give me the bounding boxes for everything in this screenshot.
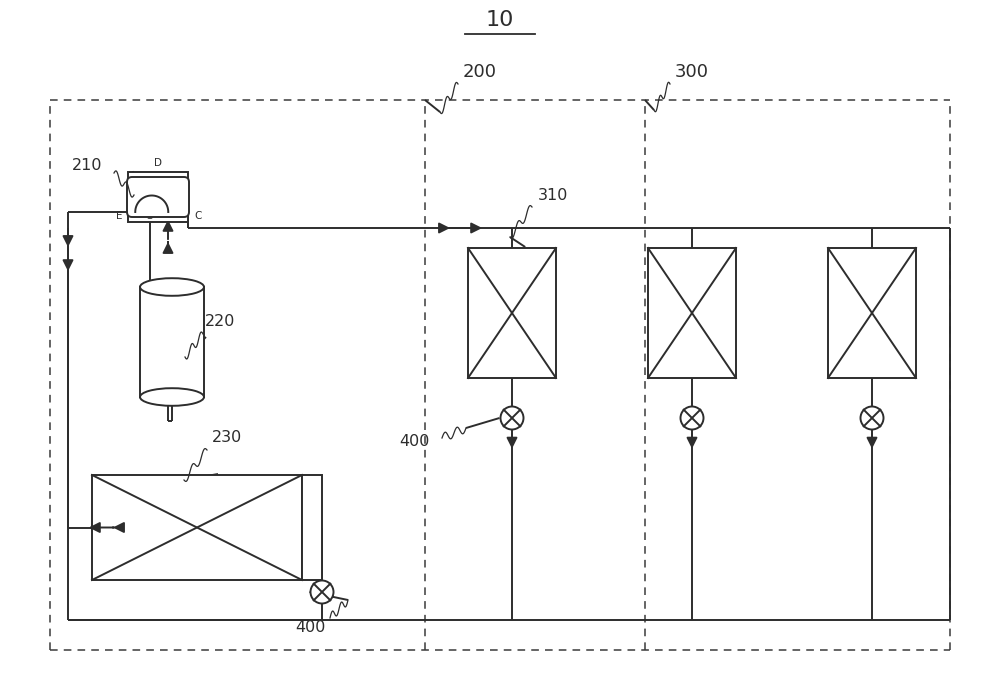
- Bar: [92, 475, 302, 580]
- Text: 200: 200: [463, 63, 497, 81]
- Text: 400: 400: [400, 435, 430, 449]
- Text: 310: 310: [538, 188, 568, 202]
- Text: C: C: [194, 211, 201, 221]
- Ellipse shape: [140, 388, 204, 406]
- Circle shape: [311, 580, 334, 604]
- Ellipse shape: [140, 278, 204, 296]
- Circle shape: [501, 406, 524, 429]
- Text: 230: 230: [212, 431, 242, 446]
- Text: 10: 10: [486, 10, 514, 30]
- Text: 400: 400: [295, 620, 325, 635]
- Text: 300: 300: [675, 63, 709, 81]
- Bar: [302, 475, 322, 580]
- Text: 220: 220: [205, 315, 235, 330]
- Bar: [468, 248, 556, 378]
- Text: D: D: [154, 158, 162, 168]
- Text: 210: 210: [72, 157, 103, 172]
- Bar: [140, 287, 204, 397]
- Bar: [828, 248, 916, 378]
- Text: S: S: [147, 211, 153, 221]
- Circle shape: [680, 406, 704, 429]
- Bar: [648, 248, 736, 378]
- Circle shape: [861, 406, 884, 429]
- FancyBboxPatch shape: [127, 177, 189, 217]
- Bar: [128, 172, 188, 222]
- Text: E: E: [116, 211, 122, 221]
